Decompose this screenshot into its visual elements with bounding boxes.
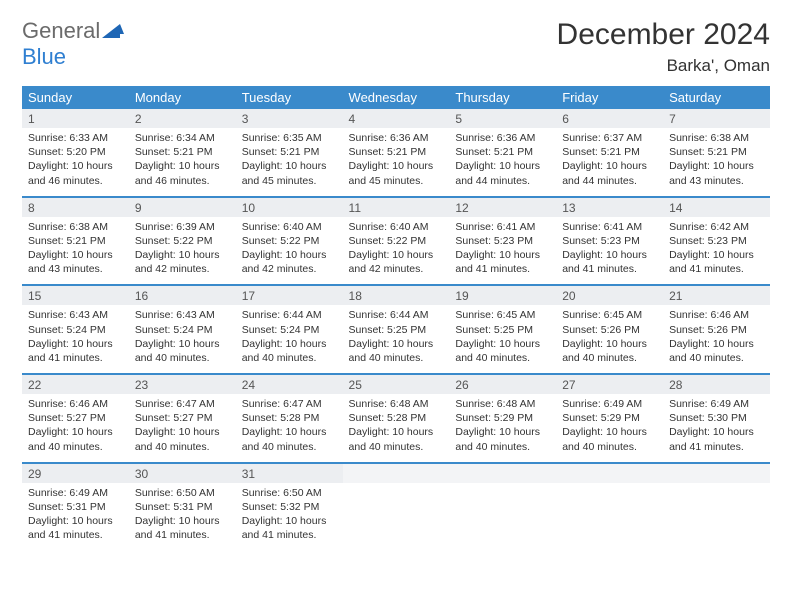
logo-text-blue: Blue xyxy=(22,44,66,69)
day-number: 25 xyxy=(343,375,450,394)
day-detail: Sunrise: 6:38 AMSunset: 5:21 PMDaylight:… xyxy=(663,128,770,196)
detail-row: Sunrise: 6:33 AMSunset: 5:20 PMDaylight:… xyxy=(22,128,770,196)
day-detail: Sunrise: 6:43 AMSunset: 5:24 PMDaylight:… xyxy=(22,305,129,373)
day-number: 4 xyxy=(343,109,450,128)
logo: General Blue xyxy=(22,18,124,70)
day-number: 27 xyxy=(556,375,663,394)
day-number: 10 xyxy=(236,198,343,217)
day-number: 19 xyxy=(449,286,556,305)
day-detail: Sunrise: 6:44 AMSunset: 5:25 PMDaylight:… xyxy=(343,305,450,373)
daynum-row: 293031 xyxy=(22,464,770,483)
day-number: 26 xyxy=(449,375,556,394)
day-number: 14 xyxy=(663,198,770,217)
day-detail: Sunrise: 6:49 AMSunset: 5:31 PMDaylight:… xyxy=(22,483,129,551)
day-detail: Sunrise: 6:37 AMSunset: 5:21 PMDaylight:… xyxy=(556,128,663,196)
day-detail: Sunrise: 6:35 AMSunset: 5:21 PMDaylight:… xyxy=(236,128,343,196)
day-number: 20 xyxy=(556,286,663,305)
day-detail: Sunrise: 6:48 AMSunset: 5:29 PMDaylight:… xyxy=(449,394,556,462)
day-detail: Sunrise: 6:39 AMSunset: 5:22 PMDaylight:… xyxy=(129,217,236,285)
location: Barka', Oman xyxy=(557,56,770,76)
day-detail: Sunrise: 6:47 AMSunset: 5:27 PMDaylight:… xyxy=(129,394,236,462)
day-detail: Sunrise: 6:44 AMSunset: 5:24 PMDaylight:… xyxy=(236,305,343,373)
empty-cell xyxy=(556,483,663,551)
day-detail: Sunrise: 6:49 AMSunset: 5:29 PMDaylight:… xyxy=(556,394,663,462)
calendar-table: SundayMondayTuesdayWednesdayThursdayFrid… xyxy=(22,86,770,550)
day-number: 17 xyxy=(236,286,343,305)
month-title: December 2024 xyxy=(557,18,770,52)
day-number: 8 xyxy=(22,198,129,217)
day-number: 29 xyxy=(22,464,129,483)
dow-header: Tuesday xyxy=(236,86,343,109)
day-detail: Sunrise: 6:46 AMSunset: 5:26 PMDaylight:… xyxy=(663,305,770,373)
day-detail: Sunrise: 6:49 AMSunset: 5:30 PMDaylight:… xyxy=(663,394,770,462)
day-number: 3 xyxy=(236,109,343,128)
day-detail: Sunrise: 6:40 AMSunset: 5:22 PMDaylight:… xyxy=(343,217,450,285)
day-number: 1 xyxy=(22,109,129,128)
dow-header: Sunday xyxy=(22,86,129,109)
day-detail: Sunrise: 6:41 AMSunset: 5:23 PMDaylight:… xyxy=(449,217,556,285)
day-number: 11 xyxy=(343,198,450,217)
day-number: 7 xyxy=(663,109,770,128)
detail-row: Sunrise: 6:46 AMSunset: 5:27 PMDaylight:… xyxy=(22,394,770,462)
logo-sail-icon xyxy=(102,22,124,38)
day-detail: Sunrise: 6:48 AMSunset: 5:28 PMDaylight:… xyxy=(343,394,450,462)
daynum-row: 15161718192021 xyxy=(22,286,770,305)
day-number: 21 xyxy=(663,286,770,305)
detail-row: Sunrise: 6:43 AMSunset: 5:24 PMDaylight:… xyxy=(22,305,770,373)
logo-text-general: General xyxy=(22,18,100,43)
day-number: 18 xyxy=(343,286,450,305)
day-number: 5 xyxy=(449,109,556,128)
title-block: December 2024 Barka', Oman xyxy=(557,18,770,76)
detail-row: Sunrise: 6:38 AMSunset: 5:21 PMDaylight:… xyxy=(22,217,770,285)
empty-cell xyxy=(449,483,556,551)
day-number: 6 xyxy=(556,109,663,128)
detail-row: Sunrise: 6:49 AMSunset: 5:31 PMDaylight:… xyxy=(22,483,770,551)
empty-cell xyxy=(663,483,770,551)
day-number: 28 xyxy=(663,375,770,394)
dow-header: Monday xyxy=(129,86,236,109)
day-number: 15 xyxy=(22,286,129,305)
day-detail: Sunrise: 6:34 AMSunset: 5:21 PMDaylight:… xyxy=(129,128,236,196)
day-detail: Sunrise: 6:33 AMSunset: 5:20 PMDaylight:… xyxy=(22,128,129,196)
day-detail: Sunrise: 6:43 AMSunset: 5:24 PMDaylight:… xyxy=(129,305,236,373)
day-detail: Sunrise: 6:36 AMSunset: 5:21 PMDaylight:… xyxy=(343,128,450,196)
day-number: 23 xyxy=(129,375,236,394)
day-detail: Sunrise: 6:40 AMSunset: 5:22 PMDaylight:… xyxy=(236,217,343,285)
day-detail: Sunrise: 6:45 AMSunset: 5:25 PMDaylight:… xyxy=(449,305,556,373)
dow-header: Friday xyxy=(556,86,663,109)
daynum-row: 891011121314 xyxy=(22,198,770,217)
day-number: 31 xyxy=(236,464,343,483)
day-number: 12 xyxy=(449,198,556,217)
day-number: 30 xyxy=(129,464,236,483)
day-detail: Sunrise: 6:36 AMSunset: 5:21 PMDaylight:… xyxy=(449,128,556,196)
dow-header: Thursday xyxy=(449,86,556,109)
day-number: 24 xyxy=(236,375,343,394)
day-number: 13 xyxy=(556,198,663,217)
header: General Blue December 2024 Barka', Oman xyxy=(22,18,770,76)
daynum-row: 22232425262728 xyxy=(22,375,770,394)
empty-cell xyxy=(663,464,770,483)
day-number: 9 xyxy=(129,198,236,217)
day-detail: Sunrise: 6:42 AMSunset: 5:23 PMDaylight:… xyxy=(663,217,770,285)
day-detail: Sunrise: 6:41 AMSunset: 5:23 PMDaylight:… xyxy=(556,217,663,285)
day-detail: Sunrise: 6:38 AMSunset: 5:21 PMDaylight:… xyxy=(22,217,129,285)
day-detail: Sunrise: 6:46 AMSunset: 5:27 PMDaylight:… xyxy=(22,394,129,462)
day-detail: Sunrise: 6:45 AMSunset: 5:26 PMDaylight:… xyxy=(556,305,663,373)
day-number: 2 xyxy=(129,109,236,128)
empty-cell xyxy=(343,464,450,483)
dow-header: Wednesday xyxy=(343,86,450,109)
empty-cell xyxy=(449,464,556,483)
day-number: 22 xyxy=(22,375,129,394)
day-number: 16 xyxy=(129,286,236,305)
daynum-row: 1234567 xyxy=(22,109,770,128)
empty-cell xyxy=(556,464,663,483)
day-detail: Sunrise: 6:47 AMSunset: 5:28 PMDaylight:… xyxy=(236,394,343,462)
empty-cell xyxy=(343,483,450,551)
day-of-week-row: SundayMondayTuesdayWednesdayThursdayFrid… xyxy=(22,86,770,109)
day-detail: Sunrise: 6:50 AMSunset: 5:31 PMDaylight:… xyxy=(129,483,236,551)
dow-header: Saturday xyxy=(663,86,770,109)
day-detail: Sunrise: 6:50 AMSunset: 5:32 PMDaylight:… xyxy=(236,483,343,551)
